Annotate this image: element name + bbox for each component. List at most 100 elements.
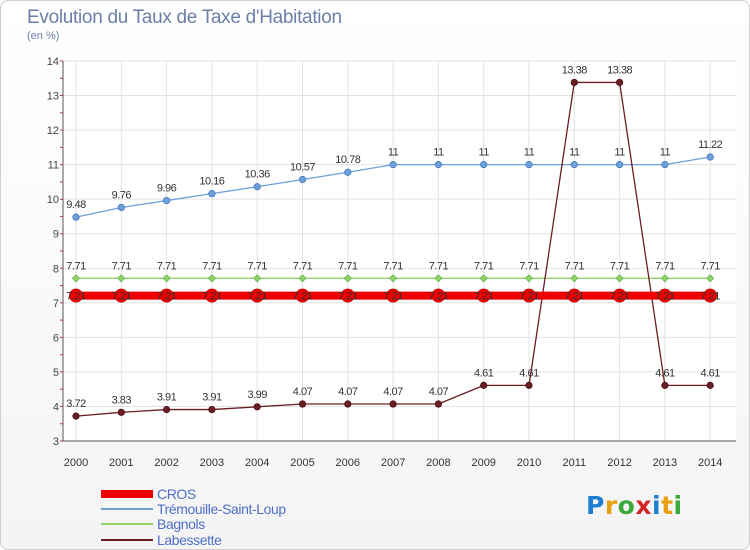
data-label-tremouille: 10.78 xyxy=(335,154,360,166)
y-tick-label: 5 xyxy=(53,367,59,379)
point-cros xyxy=(612,288,627,303)
x-tick-label: 2003 xyxy=(200,457,224,469)
data-label-labessette: 3.83 xyxy=(112,394,132,406)
data-label-tremouille: 11 xyxy=(569,147,580,159)
point-labessette xyxy=(570,78,578,87)
data-label-tremouille: 9.48 xyxy=(66,199,86,211)
x-tick-label: 2006 xyxy=(336,457,360,469)
x-tick-label: 2007 xyxy=(381,457,405,469)
data-label-labessette: 4.07 xyxy=(383,386,403,398)
point-tremouille xyxy=(344,168,352,176)
data-label-cros: 7.21 xyxy=(655,291,675,303)
data-label-cros: 7.21 xyxy=(112,291,132,303)
logo-letter: x xyxy=(635,491,652,520)
logo-letter: i xyxy=(673,491,683,520)
chart-title: Evolution du Taux de Taxe d'Habitation xyxy=(27,7,342,28)
data-label-tremouille: 11.22 xyxy=(698,139,723,151)
y-tick-label: 11 xyxy=(48,160,59,172)
data-label-labessette: 3.72 xyxy=(66,398,86,410)
point-labessette xyxy=(525,381,533,389)
data-label-labessette: 13.38 xyxy=(607,64,632,76)
point-tremouille xyxy=(661,161,669,169)
point-cros xyxy=(114,288,129,303)
point-bagnols xyxy=(71,274,81,283)
data-label-tremouille: 11 xyxy=(660,147,671,159)
data-label-bagnols: 7.71 xyxy=(655,260,675,272)
legend-item-cros: CROS xyxy=(101,486,196,502)
point-labessette xyxy=(661,381,669,389)
point-labessette xyxy=(615,78,624,87)
data-label-cros: 7.21 xyxy=(519,291,539,303)
logo-letter: r xyxy=(604,491,618,520)
point-bagnols xyxy=(117,274,126,283)
point-labessette xyxy=(72,412,80,420)
legend-item-tremouille: Trémouille-Saint-Loup xyxy=(101,501,286,517)
point-tremouille xyxy=(163,196,171,205)
point-cros xyxy=(340,288,355,303)
x-tick-label: 2010 xyxy=(517,457,541,469)
y-tick-label: 8 xyxy=(53,263,59,275)
legend-label-cros: CROS xyxy=(157,486,196,502)
x-tick-label: 2004 xyxy=(245,457,269,469)
data-label-bagnols: 7.71 xyxy=(112,260,132,272)
logo-letter: P xyxy=(586,491,605,520)
point-labessette xyxy=(434,400,442,408)
data-label-bagnols: 7.71 xyxy=(247,260,267,272)
x-tick-label: 2009 xyxy=(471,457,495,469)
x-tick-label: 2005 xyxy=(290,457,314,469)
point-bagnols xyxy=(660,274,669,283)
point-cros xyxy=(431,288,446,303)
y-tick-label: 4 xyxy=(53,401,59,413)
y-tick-label: 9 xyxy=(53,229,59,241)
data-label-labessette: 4.07 xyxy=(293,386,313,398)
data-label-tremouille: 10.57 xyxy=(290,161,315,173)
point-cros xyxy=(295,288,310,303)
point-tremouille xyxy=(389,161,397,169)
legend-item-labessette: Labessette xyxy=(101,532,222,548)
data-label-cros: 7.21 xyxy=(610,291,630,303)
point-cros xyxy=(658,288,672,303)
point-cros xyxy=(476,288,491,303)
data-label-tremouille: 9.76 xyxy=(112,189,132,201)
point-tremouille xyxy=(570,161,578,169)
data-label-labessette: 4.61 xyxy=(700,367,720,379)
y-tick-label: 10 xyxy=(47,194,59,206)
point-cros xyxy=(250,288,265,303)
data-label-labessette: 4.61 xyxy=(519,367,539,379)
data-label-labessette: 4.61 xyxy=(655,367,675,379)
point-cros xyxy=(703,288,718,303)
legend-item-bagnols: Bagnols xyxy=(101,516,205,532)
point-bagnols xyxy=(615,274,624,283)
data-label-cros: 7.21 xyxy=(429,291,449,303)
point-labessette xyxy=(389,400,397,408)
point-tremouille xyxy=(298,175,307,184)
point-tremouille xyxy=(706,153,714,161)
data-label-bagnols: 7.71 xyxy=(293,260,313,272)
data-label-tremouille: 11 xyxy=(524,147,535,159)
point-bagnols xyxy=(253,274,262,283)
point-labessette xyxy=(480,381,488,389)
y-tick-label: 13 xyxy=(47,91,59,103)
point-tremouille xyxy=(525,161,533,169)
data-label-labessette: 13.38 xyxy=(562,64,587,76)
point-labessette xyxy=(298,400,307,408)
y-tick-label: 14 xyxy=(47,56,59,68)
x-tick-label: 2002 xyxy=(154,457,178,469)
point-cros xyxy=(567,288,582,303)
point-tremouille xyxy=(615,161,624,169)
point-bagnols xyxy=(706,274,715,283)
point-bagnols xyxy=(570,274,579,283)
data-label-labessette: 4.61 xyxy=(474,367,494,379)
legend-swatch-labessette xyxy=(101,539,153,541)
data-label-bagnols: 7.71 xyxy=(66,260,86,272)
data-label-labessette: 4.07 xyxy=(429,386,449,398)
data-label-cros: 7.21 xyxy=(700,291,720,303)
data-label-bagnols: 7.71 xyxy=(338,260,358,272)
point-tremouille xyxy=(253,183,261,191)
data-label-cros: 7.21 xyxy=(293,291,313,303)
proxiti-logo: Proxiti xyxy=(586,491,683,520)
point-labessette xyxy=(117,408,125,416)
logo-letter: o xyxy=(617,491,636,520)
point-labessette xyxy=(706,381,714,389)
